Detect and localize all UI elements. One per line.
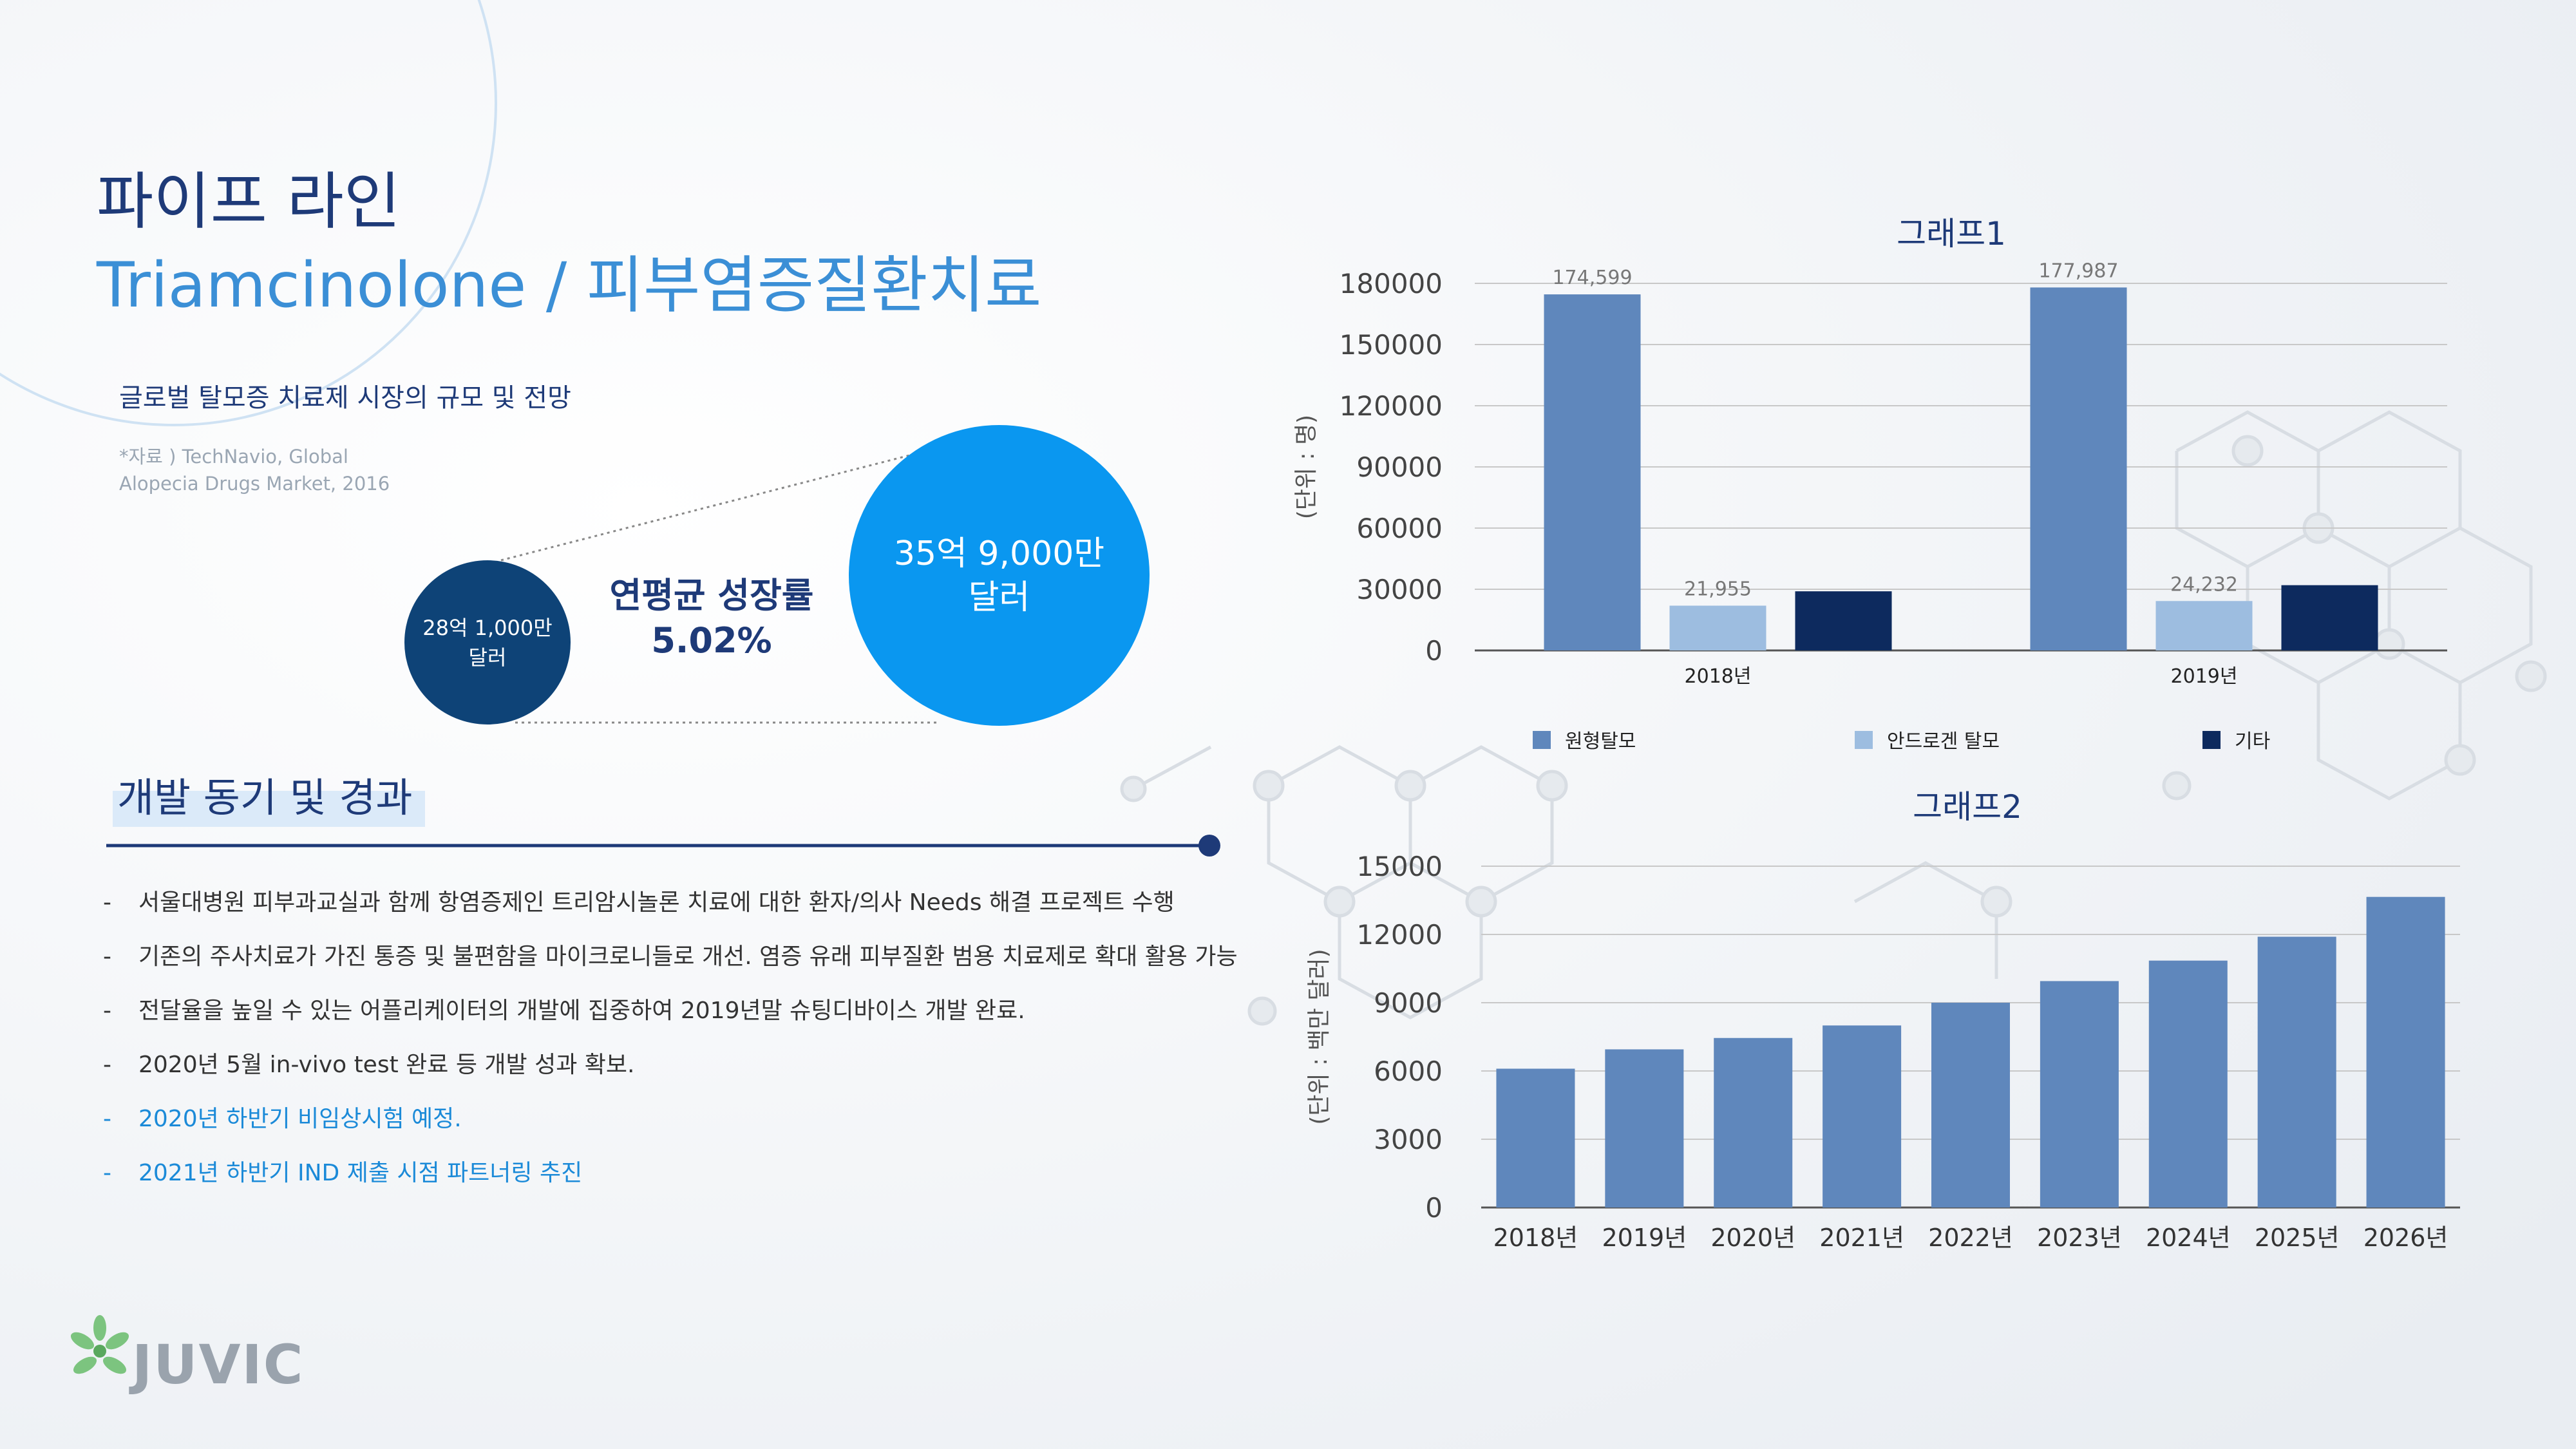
bar xyxy=(1496,1068,1575,1208)
x-tick-label: 2018년 xyxy=(1493,1224,1578,1252)
chart-graph-2: 그래프2 0 3000 6000 9000 12000 15000 (단위 : 백만 달러) 2… xyxy=(1306,788,2460,1252)
x-tick-label: 2021년 xyxy=(1819,1224,1904,1252)
development-item: -2020년 5월 in-vivo test 완료 등 개발 성과 확보. xyxy=(103,1052,635,1078)
bar xyxy=(1931,1003,2010,1208)
logo-icon xyxy=(70,1315,129,1374)
y-tick-label: 90000 xyxy=(1356,451,1443,483)
x-tick-label: 2022년 xyxy=(1928,1224,2013,1252)
y-axis-label: (단위 : 백만 달러) xyxy=(1306,949,1332,1124)
y-tick-label: 150000 xyxy=(1340,329,1443,361)
x-tick-label: 2023년 xyxy=(2037,1224,2122,1252)
bar xyxy=(1714,1037,1793,1208)
y-tick-label: 15000 xyxy=(1356,851,1443,882)
future-market-circle: 35억 9,000만 달러 xyxy=(849,425,1150,726)
current-market-amount: 28억 1,000만 xyxy=(422,615,553,640)
development-section-title: 개발 동기 및 경과 xyxy=(117,774,413,821)
logo-text: JUVIC xyxy=(132,1333,305,1396)
y-tick-label: 9000 xyxy=(1374,987,1443,1019)
cagr-block: 연평균 성장률 5.02% xyxy=(599,573,824,663)
bar xyxy=(1544,294,1641,650)
legend-label: 안드로겐 탈모 xyxy=(1887,730,2000,753)
section-divider xyxy=(106,835,1220,857)
bar xyxy=(2030,287,2127,650)
legend-label: 기타 xyxy=(2235,730,2270,753)
development-item-highlight: -2021년 하반기 IND 제출 시점 파트너링 추진 xyxy=(103,1160,583,1186)
development-item: - 전달율을 높일 수 있는 어플리케이터의 개발에 집중하여 2019년말 슈팅… xyxy=(103,998,1025,1024)
legend-swatch xyxy=(2202,731,2221,749)
bar xyxy=(2281,585,2378,650)
y-tick-label: 30000 xyxy=(1356,574,1443,605)
data-label: 24,232 xyxy=(2170,573,2238,596)
page-subtitle: Triamcinolone / 피부염증질환치료 xyxy=(97,249,1042,321)
x-tick-label: 2019년 xyxy=(1602,1224,1687,1252)
data-label: 177,987 xyxy=(2038,260,2118,282)
source-line-2: Alopecia Drugs Market, 2016 xyxy=(119,473,390,495)
chart-title: 그래프1 xyxy=(1897,215,2006,252)
bar xyxy=(2366,896,2445,1208)
bar xyxy=(2257,936,2336,1208)
future-market-unit: 달러 xyxy=(968,578,1030,617)
y-tick-label: 6000 xyxy=(1374,1056,1443,1087)
data-label: 174,599 xyxy=(1552,267,1632,289)
y-axis-label: (단위 : 명) xyxy=(1293,415,1320,519)
legend-swatch xyxy=(1533,731,1551,749)
current-market-unit: 달러 xyxy=(468,645,507,670)
y-tick-label: 3000 xyxy=(1374,1124,1443,1155)
y-tick-label: 120000 xyxy=(1340,390,1443,422)
y-tick-label: 12000 xyxy=(1356,919,1443,951)
bar xyxy=(2040,981,2119,1208)
source-note: *자료 ) TechNavio, Global Alopecia Drugs M… xyxy=(119,443,390,497)
market-heading: 글로벌 탈모증 치료제 시장의 규모 및 전망 xyxy=(119,383,571,413)
bar xyxy=(1605,1049,1684,1208)
x-tick-label: 2018년 xyxy=(1685,665,1752,688)
bar xyxy=(1795,591,1892,650)
development-list: - 서울대병원 피부과교실과 함께 항염증제인 트리암시놀론 치료에 대한 환자/… xyxy=(103,884,1238,1208)
y-tick-label: 180000 xyxy=(1340,268,1443,299)
bar xyxy=(1669,605,1766,650)
data-label: 21,955 xyxy=(1684,578,1752,600)
cagr-value: 5.02% xyxy=(651,620,772,661)
page-title: 파이프 라인 xyxy=(97,166,401,238)
x-tick-label: 2026년 xyxy=(2363,1224,2448,1252)
future-market-amount: 35억 9,000만 xyxy=(893,534,1105,573)
chart-graph-1: 그래프1 0 30000 60000 90000 120000 150000 180000 (단… xyxy=(1293,215,2447,753)
bar xyxy=(2148,960,2228,1208)
x-tick-label: 2019년 xyxy=(2171,665,2238,688)
cagr-label: 연평균 성장률 xyxy=(609,575,814,616)
y-tick-label: 0 xyxy=(1425,1192,1443,1224)
y-tick-label: 60000 xyxy=(1356,513,1443,544)
x-tick-label: 2025년 xyxy=(2255,1224,2340,1252)
development-item-highlight: -2020년 하반기 비임상시험 예정. xyxy=(103,1106,462,1132)
legend-swatch xyxy=(1855,731,1873,749)
chart-title: 그래프2 xyxy=(1913,788,2022,826)
y-tick-label: 0 xyxy=(1425,635,1443,667)
x-tick-label: 2024년 xyxy=(2146,1224,2231,1252)
current-market-circle: 28억 1,000만 달러 xyxy=(404,560,571,724)
bar xyxy=(1823,1025,1902,1208)
bar xyxy=(2155,601,2253,650)
development-item: - 기존의 주사치료가 가진 통증 및 불편함을 마이크로니들로 개선. 염증 유… xyxy=(103,943,1238,970)
development-item: - 서울대병원 피부과교실과 함께 항염증제인 트리암시놀론 치료에 대한 환자/… xyxy=(103,889,1175,916)
source-line-1: *자료 ) TechNavio, Global xyxy=(119,446,348,468)
section-title-highlight xyxy=(113,791,425,827)
x-tick-label: 2020년 xyxy=(1710,1224,1795,1252)
legend-label: 원형탈모 xyxy=(1565,730,1636,753)
